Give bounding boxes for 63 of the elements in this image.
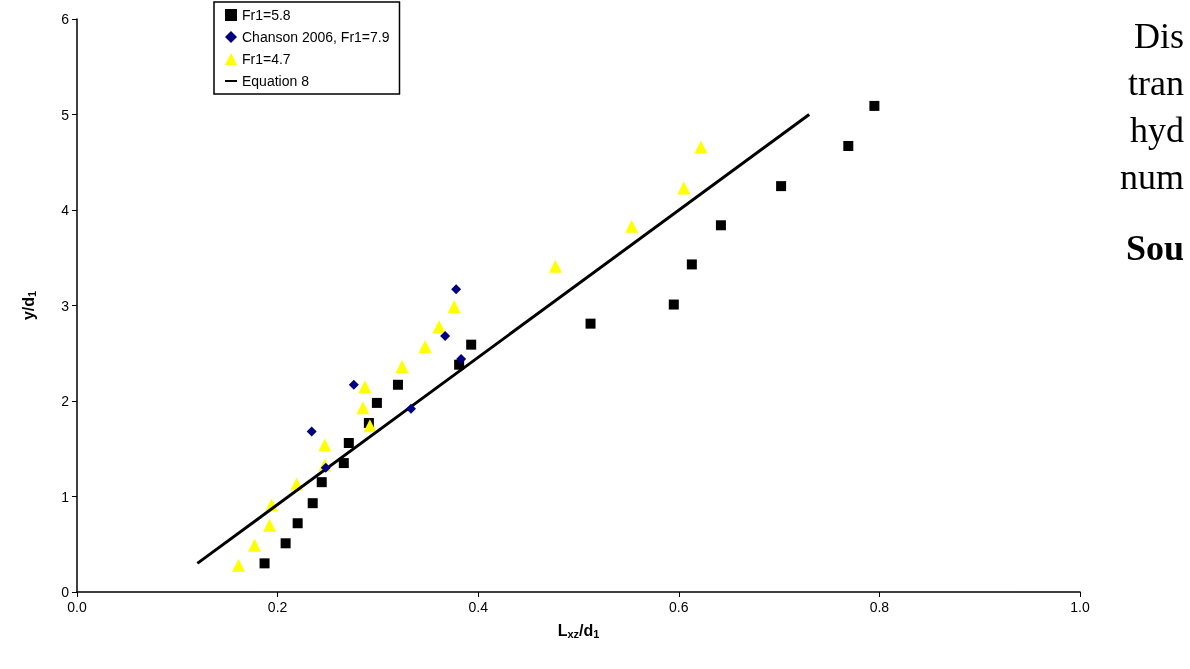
y-tick-label: 0 [61,584,70,600]
x-tick-label: 0.4 [468,599,489,615]
point [392,379,403,390]
point [869,100,880,111]
point [231,558,245,572]
point [343,438,354,449]
text: num [1120,157,1185,197]
y-tick-label: 2 [61,393,70,409]
legend-label: Equation 8 [242,73,310,89]
point [440,331,451,342]
x-tick-label: 1.0 [1070,599,1090,615]
y-tick-label: 1 [61,488,70,505]
point [668,299,679,310]
text: Dis [1133,16,1185,56]
point [432,320,446,334]
point [447,299,461,313]
point [451,284,462,295]
point [307,498,318,509]
point [263,518,277,532]
x-axis-title: Lxz/d1 [557,622,600,640]
point [320,462,331,473]
y-tick-label: 5 [61,106,70,123]
point [694,140,708,154]
point [358,380,372,394]
point [677,181,691,195]
point [585,318,596,329]
point [356,401,370,415]
point [418,340,432,354]
y-tick-label: 6 [61,11,70,27]
legend-label: Chanson 2006, Fr1=7.9 [242,29,390,45]
point [776,181,787,192]
legend-label: Fr1=5.8 [242,7,291,23]
y-tick-label: 4 [61,202,70,218]
point [363,419,377,433]
point [625,219,639,233]
point [548,259,562,273]
text: hyd [1130,110,1184,150]
point [306,426,317,437]
point [318,438,332,452]
point [316,477,327,488]
text: Sou [1125,228,1184,268]
point [292,518,303,529]
legend-label: Fr1=4.7 [242,51,291,67]
point [686,259,697,270]
point [843,141,854,152]
point [371,397,382,408]
point [348,379,359,390]
x-tick-label: 0.0 [67,599,87,615]
y-tick-label: 3 [61,297,70,314]
point [248,538,262,552]
text: tran [1128,63,1184,103]
x-tick-label: 0.6 [669,599,689,615]
point [395,360,409,374]
point [406,403,416,414]
point [466,339,477,350]
point [456,353,467,364]
point [715,220,726,231]
point [280,538,291,549]
x-tick-label: 0.2 [267,599,288,615]
x-tick-label: 0.8 [869,599,890,615]
point [259,558,270,569]
y-axis-title: y/d1 [20,290,38,321]
point [338,458,349,469]
